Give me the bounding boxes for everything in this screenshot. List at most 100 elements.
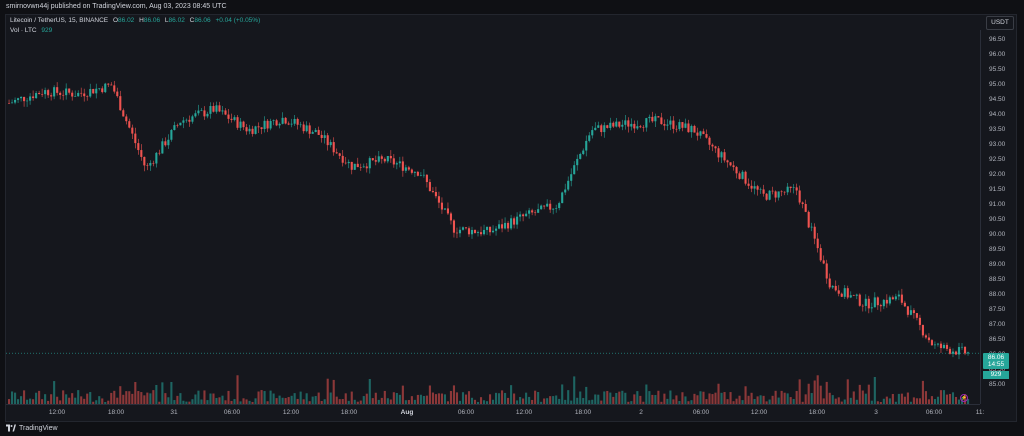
candle-body: [561, 192, 564, 204]
volume-bar: [789, 397, 792, 404]
candle-body: [954, 351, 958, 355]
candle-body: [627, 120, 630, 127]
candle-body: [386, 155, 389, 162]
volume-bar: [924, 391, 927, 404]
volume-bar: [455, 392, 459, 404]
volume-bar: [329, 392, 332, 404]
volume-bar: [197, 390, 200, 404]
candle-body: [14, 99, 17, 103]
volume-badge: 929: [983, 371, 1009, 379]
candle-body: [555, 208, 558, 209]
volume-bar: [14, 392, 17, 404]
volume-bar: [603, 391, 606, 404]
volume-bar: [684, 396, 687, 404]
volume-bar: [888, 398, 891, 404]
candle-body: [164, 141, 167, 146]
price-tick: 89.50: [989, 246, 1006, 253]
volume-bar: [693, 393, 696, 404]
candle-body: [368, 158, 371, 169]
price-axis[interactable]: 96.50 96.00 95.50 95.00 94.50 94.00 93.50 93.00…: [980, 30, 1017, 404]
candle-body: [537, 209, 540, 213]
candle-body: [729, 162, 732, 166]
candle-body: [816, 238, 819, 249]
candle-body: [510, 218, 513, 229]
volume-bar: [314, 396, 317, 404]
candle-body: [951, 351, 955, 354]
candle-body: [519, 214, 522, 217]
candle-body: [948, 348, 952, 354]
volume-bar: [80, 396, 83, 404]
volume-value: 929: [41, 27, 53, 34]
volume-bar: [416, 394, 419, 404]
candle-body: [663, 124, 666, 126]
candle-body: [840, 293, 843, 297]
volume-bar: [98, 396, 101, 404]
volume-bar: [38, 390, 41, 404]
candle-body: [522, 214, 525, 217]
candle-body: [155, 152, 158, 164]
volume-bar: [431, 392, 434, 404]
volume-bar: [227, 390, 230, 404]
volume-bar: [810, 393, 813, 404]
volume-bar: [167, 397, 170, 404]
volume-bar: [669, 390, 672, 404]
candle-body: [930, 340, 933, 346]
volume-bar: [954, 396, 958, 404]
volume-bar: [317, 392, 320, 404]
volume-bar: [804, 394, 807, 404]
candle-body: [65, 88, 68, 96]
volume-bar: [642, 401, 645, 404]
candle-body: [588, 135, 591, 141]
volume-bar: [257, 391, 260, 404]
candle-body: [876, 297, 879, 306]
candle-body: [383, 158, 386, 162]
time-tick: 3: [874, 409, 878, 416]
candle-body: [404, 167, 407, 171]
volume-bar: [212, 393, 215, 404]
volume-bar: [449, 390, 453, 404]
volume-bar: [861, 390, 864, 404]
candle-body: [828, 278, 831, 288]
price-tick: 88.50: [989, 276, 1006, 283]
volume-bar: [119, 386, 122, 404]
volume-bar: [104, 401, 107, 404]
candle-body: [248, 128, 251, 132]
volume-bar: [251, 401, 254, 404]
time-axis[interactable]: 12:00 18:00 31 06:00 12:00 18:00 Aug 06:00 12:00…: [6, 404, 984, 421]
volume-bar: [525, 392, 528, 404]
price-tick: 96.00: [989, 51, 1006, 58]
volume-bar: [239, 401, 242, 404]
candle-body: [825, 263, 828, 279]
volume-bar: [59, 400, 62, 404]
volume-bar: [302, 399, 305, 404]
currency-button[interactable]: USDT: [986, 16, 1014, 30]
volume-bar: [756, 396, 759, 404]
volume-bar: [558, 398, 561, 404]
candle-body: [17, 98, 20, 100]
candle-body: [606, 125, 609, 128]
volume-bar: [398, 394, 401, 404]
candle-body: [546, 203, 549, 207]
candle-body: [501, 224, 504, 229]
volume-bar: [546, 398, 549, 404]
time-tick: 06:00: [223, 409, 241, 416]
volume-bar: [696, 395, 699, 404]
tradingview-logo[interactable]: TradingView: [6, 424, 58, 432]
symbol-title[interactable]: Litecoin / TetherUS, 15, BINANCE: [10, 17, 109, 24]
candle-body: [966, 352, 970, 354]
candle-body: [888, 297, 891, 304]
candle-body: [960, 346, 964, 348]
candle-body: [771, 190, 774, 192]
volume-bar: [840, 401, 843, 404]
candle-body: [957, 347, 961, 355]
candle-body: [470, 229, 474, 235]
candle-body: [104, 83, 107, 93]
candle-body: [558, 203, 561, 209]
candle-body: [549, 203, 552, 210]
candle-body: [89, 88, 92, 97]
volume-bar: [488, 394, 492, 404]
volume-label[interactable]: Vol · LTC: [10, 27, 37, 34]
price-chart[interactable]: [6, 30, 980, 404]
candle-body: [738, 173, 741, 179]
event-icon[interactable]: ⚡: [960, 394, 968, 402]
